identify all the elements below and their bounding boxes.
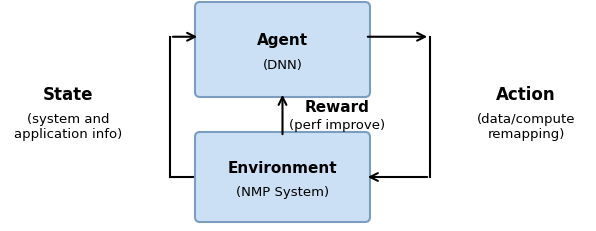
Text: State: State (43, 86, 93, 103)
Text: (data/compute: (data/compute (477, 113, 575, 126)
Text: (system and: (system and (27, 113, 109, 126)
Text: Action: Action (496, 86, 556, 103)
Text: Agent: Agent (257, 33, 308, 48)
Text: application info): application info) (14, 128, 122, 141)
FancyBboxPatch shape (195, 3, 370, 97)
Text: (NMP System): (NMP System) (236, 185, 329, 198)
Text: (perf improve): (perf improve) (290, 119, 386, 131)
Text: (DNN): (DNN) (263, 59, 302, 72)
Text: remapping): remapping) (488, 128, 564, 141)
FancyBboxPatch shape (195, 132, 370, 222)
Text: Environment: Environment (228, 160, 337, 175)
Text: Reward: Reward (305, 100, 370, 115)
